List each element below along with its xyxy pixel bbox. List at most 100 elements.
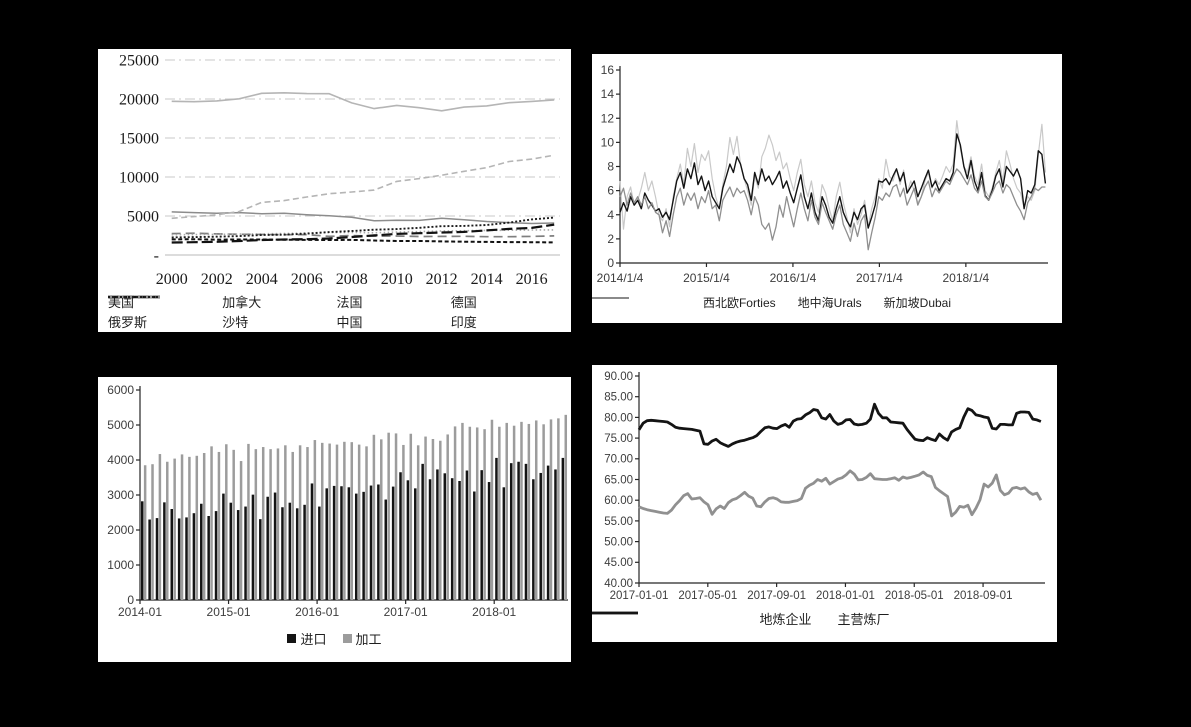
x-tick-label: 2018-09-01 <box>954 590 1013 602</box>
bar-imports <box>377 484 380 600</box>
bar-processing <box>564 414 568 600</box>
bar-imports <box>480 470 483 600</box>
x-tick-label: 2008 <box>336 271 368 288</box>
refinery-utilization-legend: 地炼企业 主营炼厂 <box>592 609 1057 628</box>
x-tick-label: 2012 <box>426 271 458 288</box>
y-tick-label: 10 <box>601 135 615 149</box>
bar-imports <box>229 502 233 600</box>
bar-processing <box>557 418 560 600</box>
legend-label-nw-europe-forties: 西北欧Forties <box>702 296 776 310</box>
y-tick-label: 6 <box>607 184 614 198</box>
bar-processing <box>261 447 265 600</box>
bar-processing <box>468 426 472 600</box>
y-tick-label: 16 <box>601 63 615 77</box>
bar-processing <box>534 420 538 600</box>
y-tick-label: - <box>154 247 159 264</box>
y-tick-label: 5000 <box>107 418 134 432</box>
bar-processing <box>173 458 176 600</box>
bar-processing <box>232 449 235 600</box>
bar-imports <box>473 491 476 600</box>
bar-imports <box>384 499 388 600</box>
y-tick-label: 0 <box>127 593 134 607</box>
series-line-main-refineries <box>637 402 1042 448</box>
bar-imports <box>310 483 314 600</box>
bar-imports <box>436 469 439 600</box>
series-line-germany <box>171 232 555 238</box>
y-tick-label: 45.00 <box>604 557 633 569</box>
refinery-utilization-plot-area: 40.00 45.00 50.00 55.00 60.00 65.00 70.00 75.00… <box>604 371 1045 602</box>
bar-processing <box>387 432 390 600</box>
bar-processing <box>357 444 361 600</box>
bar-imports <box>236 510 240 600</box>
series-line-saudi <box>171 223 555 244</box>
bar-processing <box>343 441 346 600</box>
bar-processing <box>431 439 435 600</box>
crude-import-and-processing-legend: 进口 加工 <box>98 629 571 648</box>
legend-item-nw-europe-forties: 西北欧Forties <box>592 294 776 311</box>
bar-imports <box>273 492 277 600</box>
x-tick-label: 2016 <box>516 271 548 288</box>
bar-processing <box>439 440 442 600</box>
bar-processing <box>453 426 457 600</box>
bar-processing <box>239 461 243 600</box>
legend-item-singapore-dubai: 新加坡Dubai <box>592 294 951 311</box>
bar-imports <box>443 473 447 600</box>
crude-benchmark-spreads-legend: 西北欧Forties 地中海Urals 新加坡Dubai <box>592 294 1062 311</box>
bar-imports <box>421 463 424 600</box>
bar-imports <box>561 457 565 600</box>
legend-item-mediterranean-urals: 地中海Urals <box>592 294 862 311</box>
bar-imports <box>532 479 535 600</box>
legend-label-canada: 加拿大 <box>222 295 262 310</box>
bar-processing <box>505 422 508 600</box>
bar-imports <box>177 518 181 600</box>
y-tick-label: 75.00 <box>604 433 633 445</box>
bar-processing <box>402 444 405 600</box>
legend-label-india: 印度 <box>450 315 477 330</box>
y-tick-label: 0 <box>607 256 614 270</box>
bar-imports <box>495 457 498 600</box>
y-tick-label: 2000 <box>107 523 134 537</box>
bar-processing <box>380 439 383 600</box>
bar-imports <box>288 502 292 600</box>
bar-processing <box>151 464 154 600</box>
bar-processing <box>143 465 147 600</box>
y-tick-label: 15000 <box>119 130 159 147</box>
bar-processing <box>306 447 309 600</box>
bar-processing <box>365 446 368 600</box>
x-tick-label: 2016-01 <box>295 605 339 619</box>
bar-processing <box>225 444 228 600</box>
bar-imports <box>450 478 454 600</box>
bar-imports <box>509 463 513 600</box>
bar-imports <box>214 511 218 600</box>
bar-processing <box>549 419 553 600</box>
bar-imports <box>222 493 225 600</box>
bar-processing <box>372 434 376 600</box>
bar-imports <box>517 461 520 600</box>
bar-processing <box>394 433 398 600</box>
legend-item-germany: 德国 <box>108 293 565 310</box>
legend-swatch-china-icon <box>108 296 160 298</box>
y-tick-label: 90.00 <box>604 371 633 383</box>
bar-imports <box>347 487 351 600</box>
bar-imports <box>554 469 557 600</box>
bar-imports <box>200 503 203 600</box>
x-tick-label: 2016/1/4 <box>770 271 817 285</box>
x-tick-label: 2010 <box>381 271 413 288</box>
y-tick-label: 70.00 <box>604 454 633 466</box>
x-tick-label: 2017-05-01 <box>678 590 737 602</box>
y-tick-label: 10000 <box>119 169 159 186</box>
bar-processing <box>527 423 531 600</box>
bar-imports <box>192 513 196 600</box>
bar-imports <box>155 518 159 600</box>
bar-imports <box>487 482 491 600</box>
panel-crude-spread-chart: 0 2 4 6 8 10 12 14 16 2014/1/4 2015/1/4 2016/1/4 201… <box>592 54 1062 323</box>
legend-label-france: 法国 <box>336 295 363 310</box>
bar-processing <box>180 454 184 600</box>
bar-processing <box>276 448 280 600</box>
x-tick-label: 2018-01-01 <box>816 590 875 602</box>
bar-processing <box>475 427 479 600</box>
x-tick-label: 2017/1/4 <box>856 271 903 285</box>
x-tick-label: 2014/1/4 <box>597 271 644 285</box>
series-line-local-refineries <box>638 469 1043 518</box>
bar-imports <box>325 488 328 600</box>
